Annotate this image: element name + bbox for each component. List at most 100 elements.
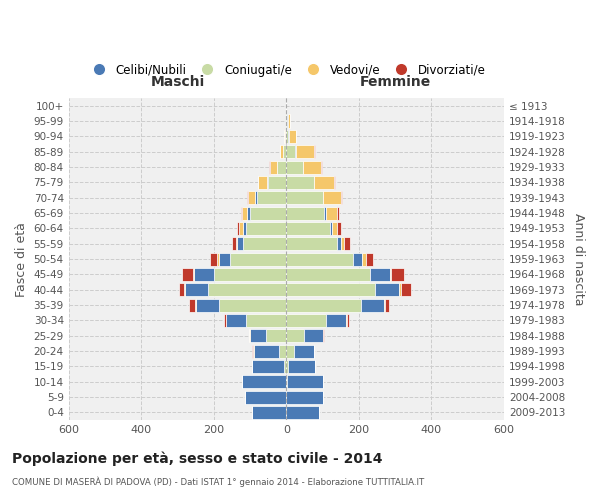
Bar: [286, 176, 314, 189]
Bar: [196, 298, 219, 312]
Bar: [286, 390, 323, 404]
Bar: [182, 268, 193, 281]
Bar: [337, 206, 339, 220]
Bar: [247, 314, 286, 327]
Bar: [247, 222, 286, 235]
Bar: [341, 191, 342, 204]
Bar: [238, 237, 243, 250]
Bar: [385, 298, 389, 312]
Y-axis label: Fasce di età: Fasce di età: [15, 222, 28, 296]
Bar: [288, 360, 316, 373]
Bar: [208, 283, 286, 296]
Bar: [286, 114, 287, 128]
Legend: Celibi/Nubili, Coniugati/e, Vedovi/e, Divorziati/e: Celibi/Nubili, Coniugati/e, Vedovi/e, Di…: [82, 59, 491, 81]
Bar: [334, 176, 335, 189]
Bar: [361, 298, 384, 312]
Bar: [247, 206, 250, 220]
Bar: [337, 237, 341, 250]
Bar: [347, 314, 349, 327]
Bar: [219, 252, 230, 266]
Text: Femmine: Femmine: [359, 75, 431, 89]
Bar: [224, 314, 226, 327]
Bar: [250, 329, 266, 342]
Text: Maschi: Maschi: [151, 75, 205, 89]
Bar: [194, 268, 214, 281]
Bar: [270, 160, 277, 173]
Bar: [286, 222, 330, 235]
Bar: [284, 360, 286, 373]
Bar: [257, 176, 259, 189]
Bar: [247, 191, 248, 204]
Bar: [252, 406, 286, 419]
Bar: [399, 283, 401, 296]
Bar: [314, 176, 334, 189]
Bar: [259, 176, 268, 189]
Bar: [286, 298, 361, 312]
Bar: [288, 130, 289, 143]
Y-axis label: Anni di nascita: Anni di nascita: [572, 213, 585, 306]
Bar: [286, 344, 293, 358]
Bar: [286, 130, 288, 143]
Bar: [230, 252, 286, 266]
Bar: [184, 283, 185, 296]
Bar: [323, 329, 324, 342]
Bar: [330, 222, 332, 235]
Bar: [326, 206, 337, 220]
Bar: [337, 222, 341, 235]
Bar: [391, 268, 404, 281]
Bar: [326, 314, 346, 327]
Bar: [243, 222, 247, 235]
Bar: [214, 268, 286, 281]
Bar: [283, 145, 286, 158]
Bar: [286, 283, 375, 296]
Bar: [279, 344, 286, 358]
Text: COMUNE DI MASERÀ DI PADOVA (PD) - Dati ISTAT 1° gennaio 2014 - Elaborazione TUTT: COMUNE DI MASERÀ DI PADOVA (PD) - Dati I…: [12, 476, 424, 487]
Bar: [253, 344, 254, 358]
Bar: [266, 329, 286, 342]
Bar: [353, 252, 362, 266]
Bar: [286, 160, 302, 173]
Bar: [370, 268, 389, 281]
Bar: [286, 191, 323, 204]
Bar: [179, 283, 184, 296]
Bar: [252, 360, 284, 373]
Bar: [284, 130, 285, 143]
Bar: [286, 376, 287, 388]
Bar: [280, 145, 283, 158]
Bar: [286, 406, 319, 419]
Bar: [269, 160, 270, 173]
Bar: [268, 176, 286, 189]
Bar: [286, 268, 370, 281]
Bar: [286, 237, 337, 250]
Bar: [296, 145, 314, 158]
Bar: [210, 252, 217, 266]
Bar: [346, 314, 347, 327]
Bar: [293, 344, 314, 358]
Bar: [277, 160, 286, 173]
Bar: [193, 268, 194, 281]
Bar: [344, 237, 350, 250]
Bar: [384, 298, 385, 312]
Bar: [252, 344, 253, 358]
Bar: [323, 191, 341, 204]
Bar: [286, 314, 326, 327]
Bar: [242, 206, 247, 220]
Bar: [195, 298, 196, 312]
Bar: [287, 114, 288, 128]
Bar: [243, 237, 286, 250]
Bar: [257, 191, 286, 204]
Bar: [295, 145, 296, 158]
Text: Popolazione per età, sesso e stato civile - 2014: Popolazione per età, sesso e stato civil…: [12, 451, 383, 466]
Bar: [287, 376, 323, 388]
Bar: [304, 160, 322, 173]
Bar: [286, 360, 288, 373]
Bar: [190, 298, 195, 312]
Bar: [242, 376, 286, 388]
Bar: [236, 237, 238, 250]
Bar: [256, 191, 257, 204]
Bar: [286, 145, 295, 158]
Bar: [375, 283, 399, 296]
Bar: [232, 237, 236, 250]
Bar: [288, 114, 290, 128]
Bar: [401, 283, 412, 296]
